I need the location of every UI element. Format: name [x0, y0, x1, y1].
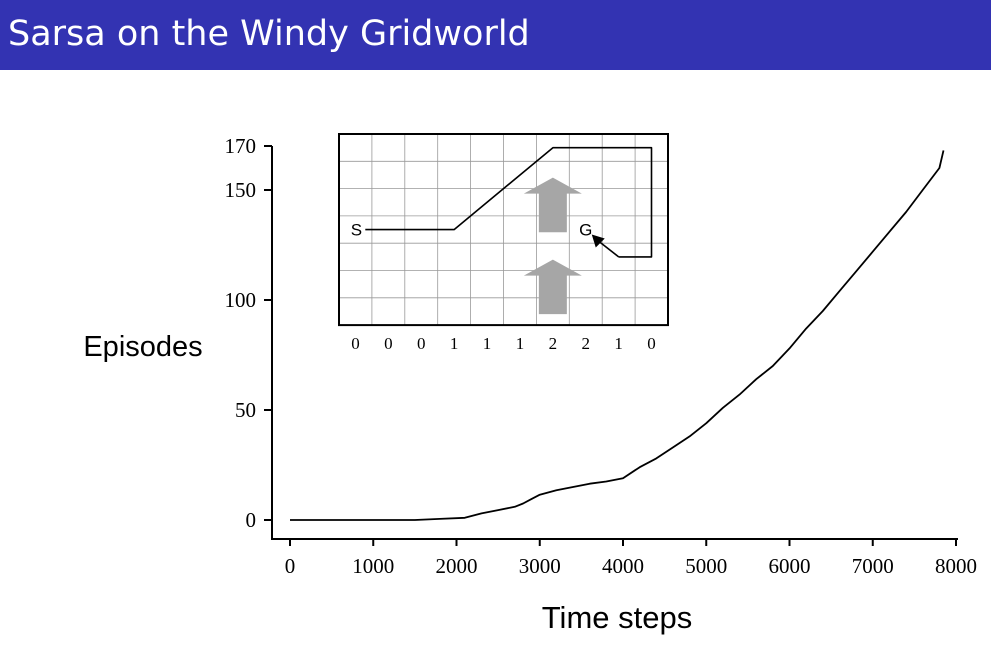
x-tick-label: 7000	[852, 554, 894, 578]
slide-title: Sarsa on the Windy Gridworld	[8, 14, 530, 54]
wind-strength-label: 0	[647, 334, 656, 353]
wind-strength-label: 0	[417, 334, 426, 353]
wind-arrow-lower-icon	[523, 259, 582, 315]
episodes-series-line	[290, 150, 945, 521]
goal-label: G	[579, 221, 592, 240]
y-axis-label: Episodes	[83, 331, 202, 363]
x-tick-label: 5000	[685, 554, 727, 578]
y-tick-label: 0	[246, 508, 257, 532]
chart-axes	[271, 146, 958, 540]
chart-series	[290, 150, 945, 521]
title-bar: Sarsa on the Windy Gridworld	[0, 0, 991, 70]
y-tick-label: 150	[225, 178, 257, 202]
wind-strength-label: 1	[614, 334, 623, 353]
wind-arrow-upper-icon	[523, 177, 582, 233]
wind-strength-label: 0	[351, 334, 360, 353]
trajectory-path	[365, 146, 653, 258]
wind-strength-label: 2	[549, 334, 558, 353]
wind-strength-label: 1	[483, 334, 492, 353]
x-tick-label: 2000	[436, 554, 478, 578]
y-tick-label: 170	[225, 134, 257, 158]
y-tick-label: 50	[235, 398, 256, 422]
x-tick-label: 8000	[935, 554, 977, 578]
grid-border	[338, 133, 669, 327]
episodes-chart: 0 1000 2000 3000 4000 5000 6000 7000 80000501001…	[83, 133, 978, 635]
wind-strength-label: 2	[582, 334, 591, 353]
trajectory-arrowhead-icon	[591, 234, 605, 248]
trajectory-arrow-shaft	[597, 239, 620, 258]
wind-strength-label: 1	[450, 334, 459, 353]
x-tick-label: 3000	[519, 554, 561, 578]
windy-gridworld-inset: S G 0 0 0 1 1 1 2 2 1 0	[338, 133, 669, 353]
x-tick-label: 0	[285, 554, 296, 578]
start-label: S	[351, 221, 362, 240]
wind-strength-label: 1	[516, 334, 525, 353]
y-tick-label: 100	[225, 288, 257, 312]
wind-strength-label: 0	[384, 334, 393, 353]
x-axis-label: Time steps	[542, 600, 692, 635]
chart-ticks: 0 1000 2000 3000 4000 5000 6000 7000 80000501001…	[225, 134, 978, 578]
x-tick-label: 6000	[769, 554, 811, 578]
x-tick-label: 1000	[352, 554, 394, 578]
x-tick-label: 4000	[602, 554, 644, 578]
